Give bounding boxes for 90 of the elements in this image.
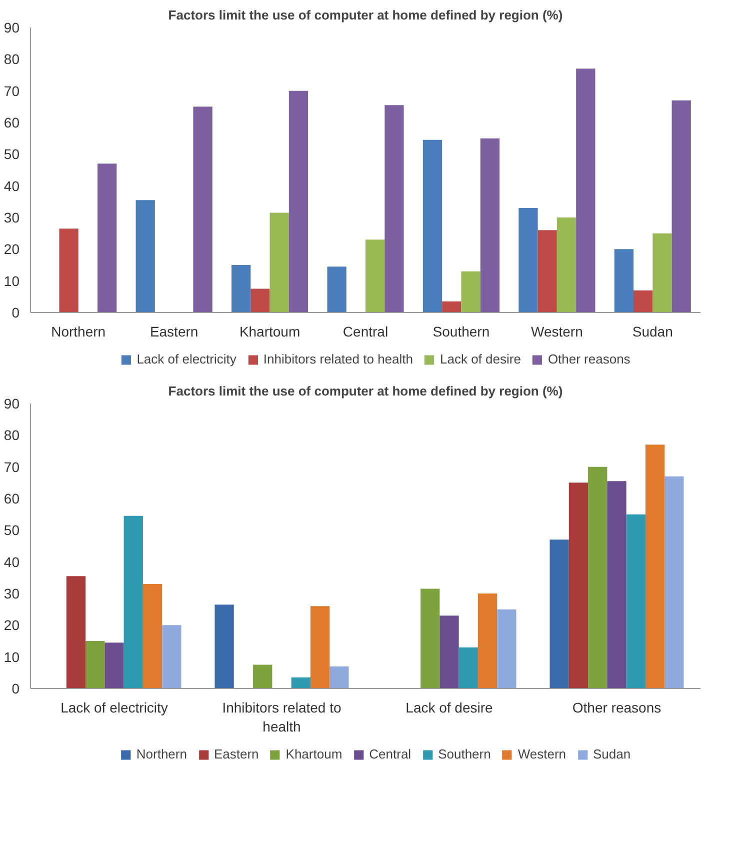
bar bbox=[607, 481, 626, 688]
x-tick-label: Lack of desire bbox=[406, 700, 494, 716]
bar bbox=[664, 476, 684, 688]
bar bbox=[422, 140, 442, 312]
bar bbox=[568, 482, 588, 688]
bar bbox=[478, 594, 498, 688]
bar bbox=[518, 208, 538, 312]
y-tick-label: 60 bbox=[4, 490, 20, 506]
bar bbox=[480, 138, 500, 312]
bar bbox=[330, 666, 349, 688]
bar bbox=[232, 265, 251, 312]
y-tick-label: 40 bbox=[4, 554, 20, 570]
y-tick-label: 40 bbox=[4, 178, 20, 194]
y-tick-label: 80 bbox=[4, 51, 20, 68]
legend-label: Northern bbox=[136, 746, 187, 762]
y-tick-label: 50 bbox=[4, 522, 20, 538]
bar bbox=[86, 641, 105, 688]
bar bbox=[366, 240, 385, 312]
bar bbox=[442, 301, 462, 312]
bar bbox=[253, 664, 272, 688]
legend-label: Other reasons bbox=[548, 352, 630, 366]
bar bbox=[461, 271, 480, 312]
legend-label: Lack of electricity bbox=[136, 352, 236, 366]
x-tick-label: Southern bbox=[432, 324, 490, 340]
bar bbox=[384, 105, 404, 312]
y-tick-label: 10 bbox=[4, 272, 20, 289]
bar bbox=[327, 266, 346, 312]
bar bbox=[104, 642, 124, 688]
bar bbox=[136, 200, 155, 312]
bar bbox=[672, 100, 691, 312]
y-tick-label: 0 bbox=[12, 304, 20, 320]
x-tick-label: Central bbox=[342, 324, 388, 340]
legend-label: Western bbox=[518, 746, 566, 762]
chart-title: Factors limit the use of computer at home defined by region (%) bbox=[168, 384, 563, 398]
bar bbox=[420, 588, 440, 688]
x-tick-label: Eastern bbox=[150, 324, 198, 340]
bar bbox=[497, 609, 516, 688]
legend-label: Eastern bbox=[214, 746, 259, 762]
bar bbox=[270, 212, 289, 312]
bar bbox=[538, 230, 557, 312]
bar bbox=[250, 288, 270, 312]
legend-label: Inhibitors related to health bbox=[263, 352, 413, 366]
bar bbox=[124, 516, 143, 688]
y-tick-label: 30 bbox=[4, 210, 20, 226]
bar bbox=[98, 164, 117, 312]
x-tick-label: Western bbox=[530, 324, 583, 340]
y-tick-label: 20 bbox=[4, 241, 20, 258]
x-tick-label: Lack of electricity bbox=[60, 700, 168, 716]
x-tick-label: Other reasons bbox=[572, 700, 662, 716]
bar bbox=[214, 604, 234, 688]
bar bbox=[310, 606, 330, 688]
bar bbox=[162, 625, 182, 688]
bar bbox=[614, 249, 634, 312]
legend-label: Sudan bbox=[593, 746, 631, 762]
bar bbox=[556, 218, 576, 312]
bar bbox=[576, 68, 596, 312]
y-tick-label: 90 bbox=[4, 396, 20, 412]
bar bbox=[142, 584, 162, 688]
x-tick-label: Northern bbox=[51, 324, 106, 340]
x-tick-label: Sudan bbox=[632, 324, 673, 340]
y-tick-label: 90 bbox=[4, 20, 20, 36]
y-tick-label: 70 bbox=[4, 82, 20, 99]
bar bbox=[588, 466, 608, 688]
legend-label: Khartoum bbox=[286, 746, 342, 762]
bar bbox=[291, 677, 310, 688]
y-tick-label: 10 bbox=[4, 648, 20, 665]
bar bbox=[634, 290, 653, 312]
x-tick-label: Khartoum bbox=[239, 324, 300, 340]
y-tick-label: 0 bbox=[12, 680, 20, 696]
bar bbox=[66, 576, 86, 688]
y-tick-label: 30 bbox=[4, 586, 20, 602]
y-tick-label: 50 bbox=[4, 146, 20, 162]
legend-label: Lack of desire bbox=[440, 352, 521, 366]
bar bbox=[626, 514, 646, 688]
y-tick-label: 80 bbox=[4, 427, 20, 444]
bar bbox=[645, 444, 665, 688]
y-tick-label: 60 bbox=[4, 114, 20, 130]
legend-label: Southern bbox=[438, 746, 491, 762]
y-tick-label: 20 bbox=[4, 617, 20, 634]
legend-label: Central bbox=[369, 746, 412, 762]
x-tick-label: Inhibitors related to health bbox=[222, 700, 342, 735]
bar bbox=[193, 106, 212, 312]
bar bbox=[652, 233, 672, 312]
bar bbox=[440, 616, 459, 688]
bar bbox=[288, 90, 308, 312]
chart-title: Factors limit the use of computer at home defined by region (%) bbox=[168, 8, 563, 22]
y-tick-label: 70 bbox=[4, 458, 20, 475]
bar bbox=[458, 647, 478, 688]
bar bbox=[59, 228, 78, 312]
bar bbox=[550, 540, 569, 688]
